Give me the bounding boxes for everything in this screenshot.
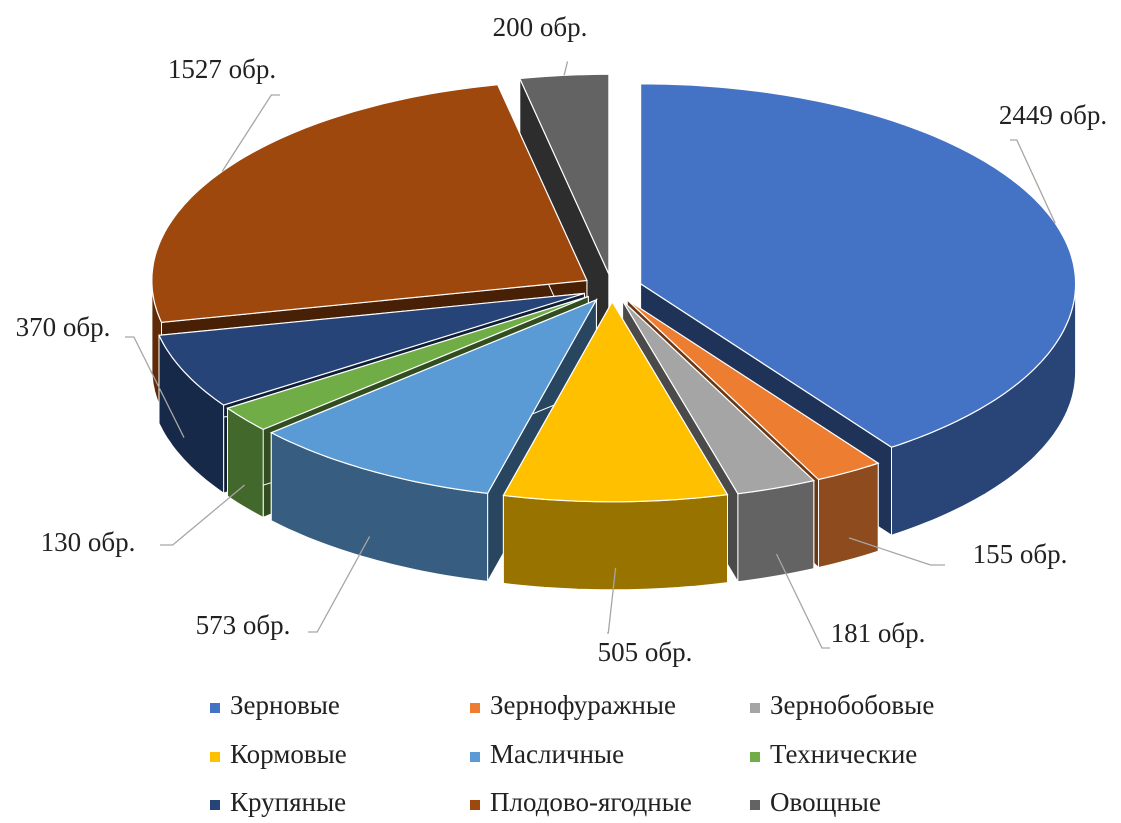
legend-label: Кормовые: [230, 739, 347, 769]
leader-line: [160, 484, 246, 546]
legend-swatch: [470, 800, 480, 810]
slice-top: [626, 299, 880, 481]
legend-label: Плодово-ягодные: [490, 787, 692, 817]
legend-label: Зернофуражные: [490, 690, 676, 720]
data-label: 573 обр.: [196, 610, 291, 640]
legend-swatch: [470, 752, 480, 762]
legend-label: Зерновые: [230, 690, 340, 720]
data-label: 505 обр.: [598, 637, 693, 667]
pie-slice: [502, 299, 729, 591]
legend-swatch: [210, 703, 220, 713]
data-label: 155 обр.: [973, 539, 1068, 569]
legend-swatch: [210, 800, 220, 810]
leader-line: [1010, 139, 1056, 224]
data-label: 181 обр.: [831, 618, 926, 648]
leader-line: [607, 567, 617, 634]
legend-label: Крупяные: [230, 787, 346, 817]
legend-label: Технические: [770, 739, 917, 769]
leader-line: [563, 61, 569, 76]
legend-label: Масличные: [490, 739, 624, 769]
slice-wall: [502, 494, 728, 591]
leader-line: [848, 537, 945, 566]
legend-swatch: [750, 800, 760, 810]
legend-swatch: [210, 752, 220, 762]
leader-line: [125, 336, 185, 438]
slice-top: [158, 292, 585, 406]
legend-label: Зернобобовые: [770, 690, 934, 720]
leader-line: [308, 536, 371, 633]
slice-top: [226, 295, 589, 431]
slice-wall: [737, 479, 815, 583]
slice-wall: [818, 462, 879, 569]
legend-swatch: [470, 703, 480, 713]
legend-label: Овощные: [770, 787, 881, 817]
leader-line: [221, 94, 280, 172]
slice-top: [502, 300, 729, 503]
data-label: 130 обр.: [41, 527, 136, 557]
slice-top: [622, 300, 816, 495]
slice-top: [269, 298, 598, 495]
legend-swatch: [750, 752, 760, 762]
slice-top: [518, 73, 610, 275]
slice-top: [151, 84, 588, 324]
legend-swatch: [750, 703, 760, 713]
data-label: 370 обр.: [16, 312, 111, 342]
data-label: 200 обр.: [493, 12, 588, 42]
data-label: 2449 обр.: [999, 100, 1107, 130]
leader-line: [775, 553, 830, 649]
data-label: 1527 обр.: [168, 54, 276, 84]
